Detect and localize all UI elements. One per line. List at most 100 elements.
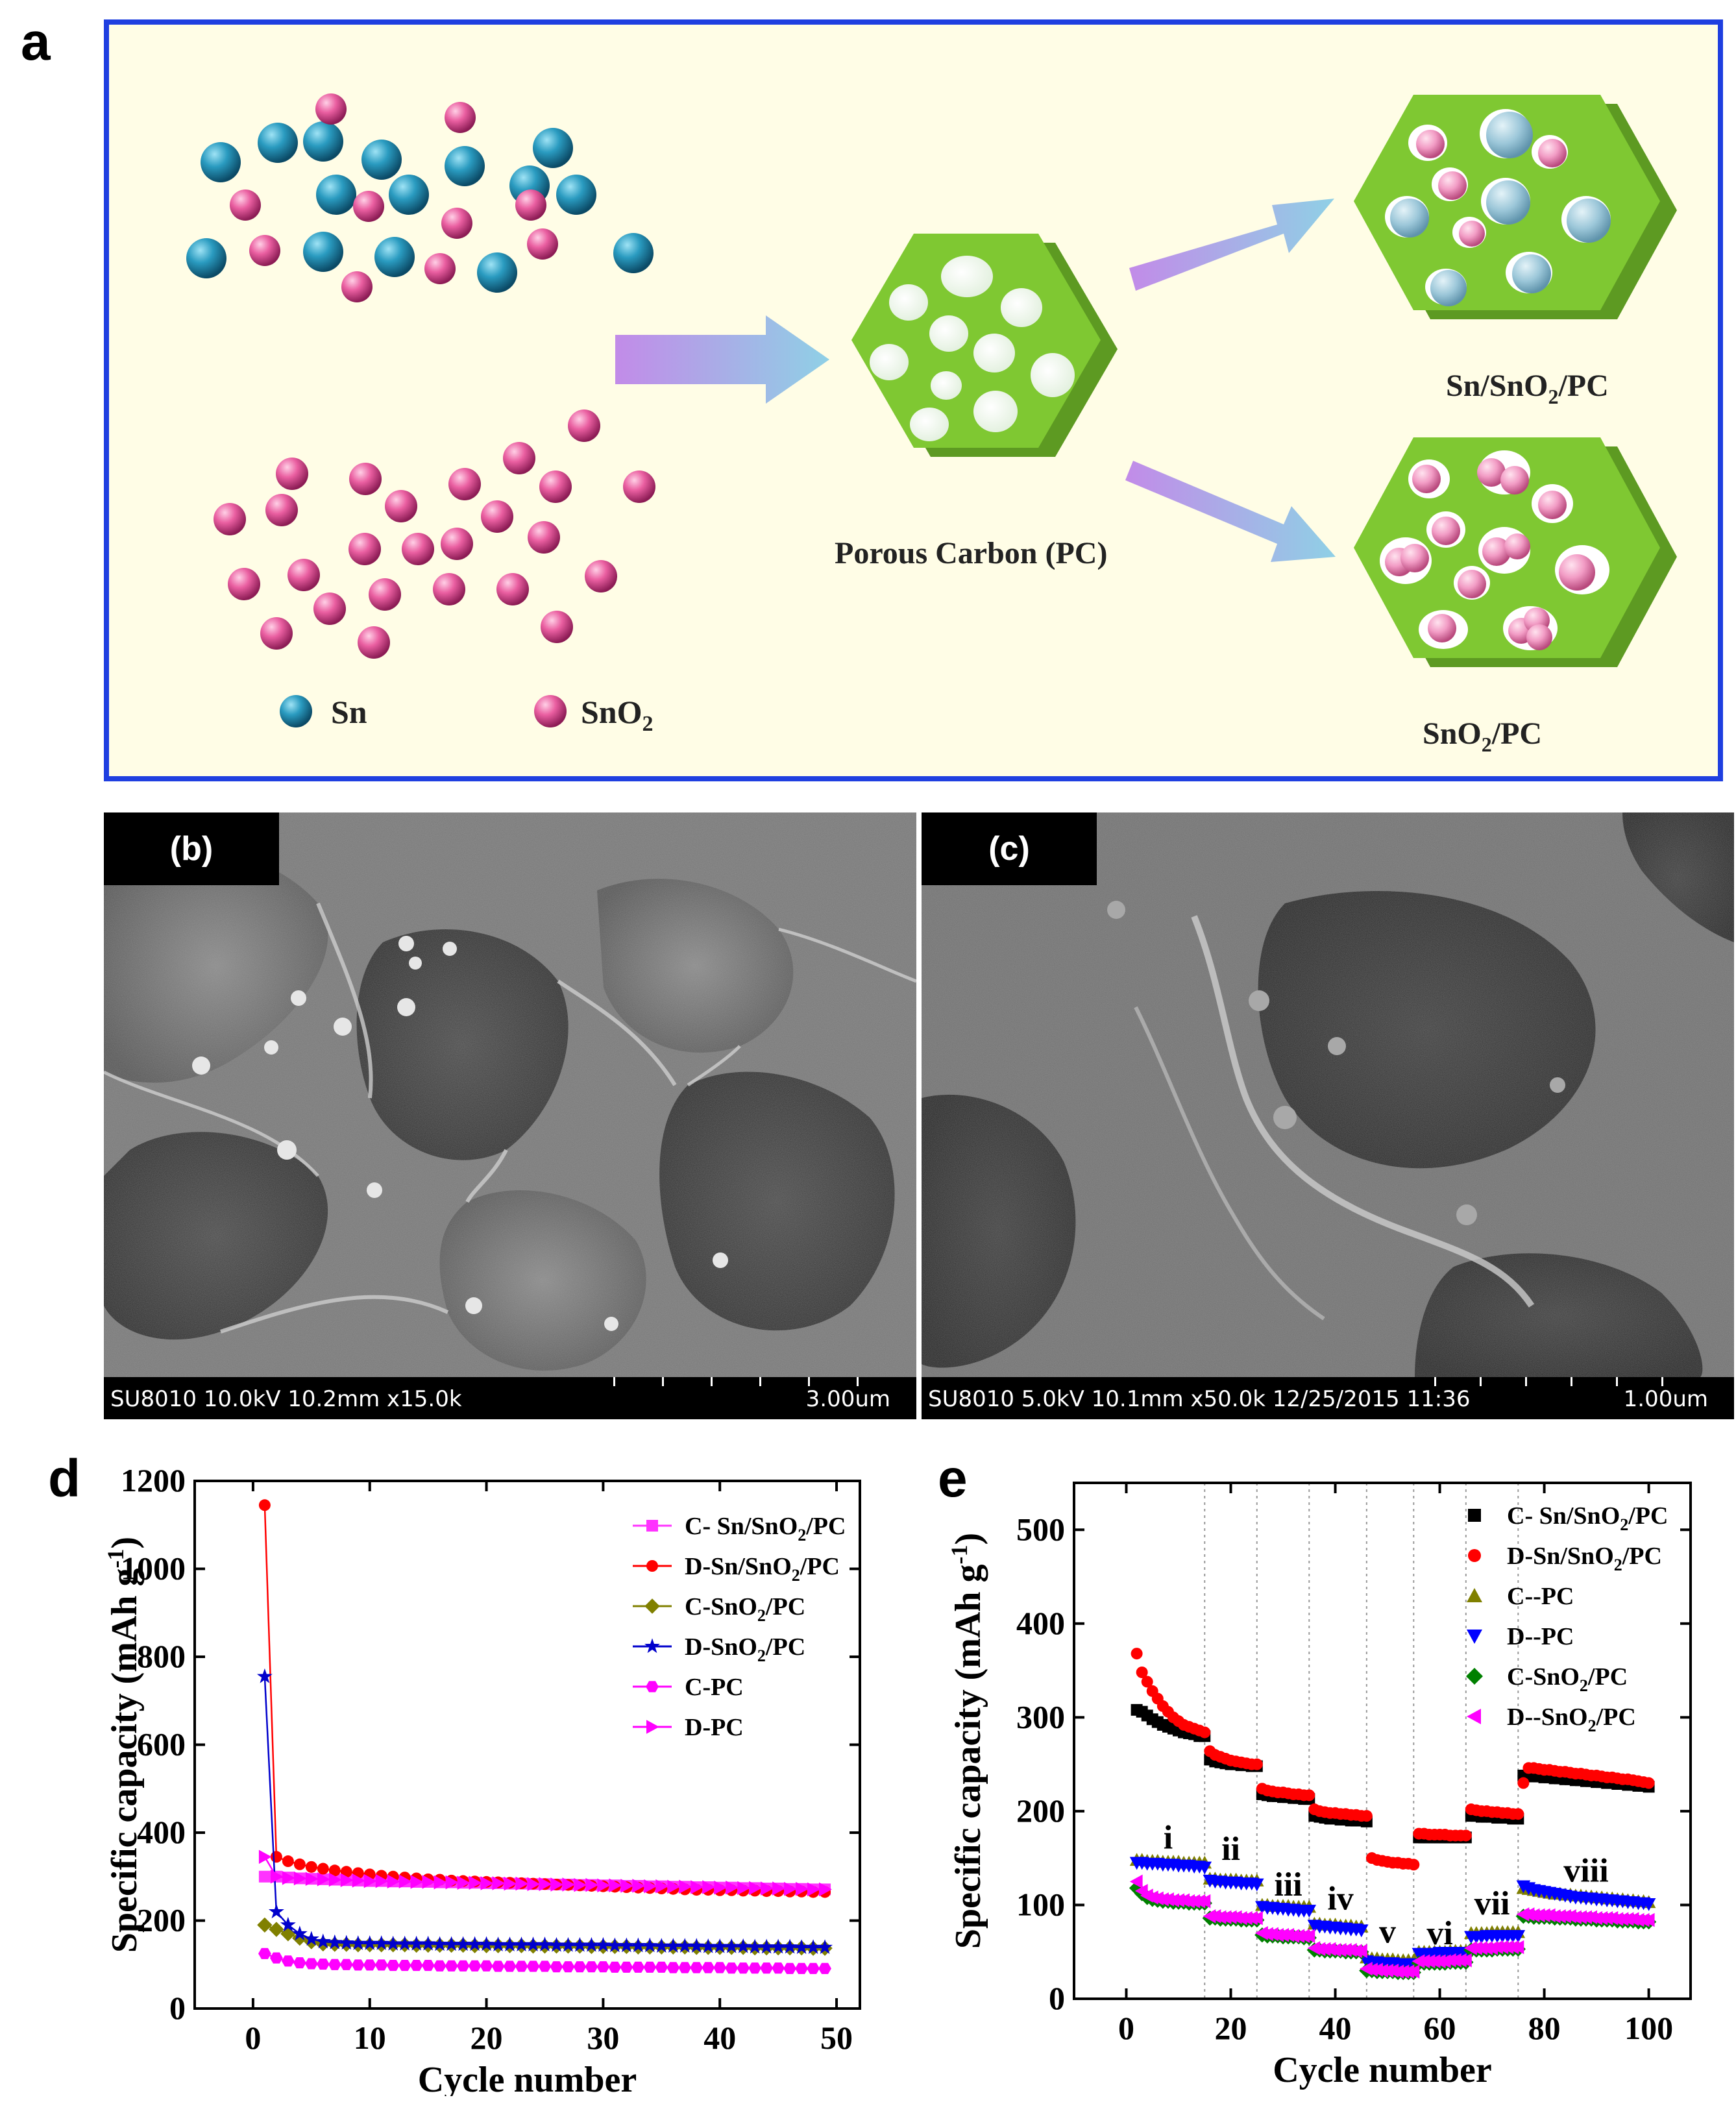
data-point xyxy=(1641,1912,1655,1927)
data-point xyxy=(1249,1911,1263,1925)
data-point xyxy=(1197,1861,1212,1875)
legend-label: D-PC xyxy=(685,1714,744,1741)
data-point xyxy=(665,1938,681,1953)
scale-tick xyxy=(1525,1377,1527,1386)
legend-label: C- Sn/SnO2/PC xyxy=(1507,1502,1668,1534)
data-point xyxy=(443,1936,459,1951)
data-point xyxy=(1437,1954,1451,1968)
data-point xyxy=(1265,1927,1278,1942)
data-point xyxy=(513,1936,530,1951)
annotation-label: vi xyxy=(1426,1915,1452,1952)
data-point xyxy=(258,1870,271,1883)
scale-tick xyxy=(857,1377,859,1386)
data-point xyxy=(305,1861,317,1873)
scale-tick xyxy=(808,1377,810,1386)
data-point xyxy=(748,1962,762,1974)
data-point xyxy=(1131,1648,1143,1660)
data-point xyxy=(725,1962,739,1974)
data-point xyxy=(761,1881,774,1896)
series-triangle-right xyxy=(258,1850,832,1897)
data-point xyxy=(539,1877,552,1892)
data-point xyxy=(1512,1808,1524,1820)
legend-marker xyxy=(1467,1588,1482,1602)
data-point xyxy=(700,1938,716,1953)
x-tick-label: 10 xyxy=(354,2020,386,2056)
data-point xyxy=(1641,1898,1656,1911)
panel-letter-a: a xyxy=(21,12,51,71)
legend-marker xyxy=(1466,1668,1483,1685)
data-point xyxy=(1511,1930,1526,1943)
data-point xyxy=(562,1877,576,1892)
data-point xyxy=(595,1936,611,1952)
legend-marker xyxy=(646,1720,659,1734)
data-point xyxy=(1626,1912,1639,1926)
x-tick-label: 30 xyxy=(587,2020,619,2056)
data-point xyxy=(689,1938,705,1953)
data-point xyxy=(1354,1924,1369,1938)
cycling-chart-d: 0 10 20 30 40 50 0 200 400 600 800 1000 1200 Cycle nu… xyxy=(103,1462,861,2096)
scale-tick xyxy=(613,1377,615,1386)
data-point xyxy=(338,1935,354,1950)
data-point xyxy=(795,1962,808,1974)
data-point xyxy=(737,1881,750,1896)
data-point xyxy=(1255,1926,1268,1940)
data-point xyxy=(724,1938,740,1953)
data-point xyxy=(480,1876,494,1890)
annotation-label: iii xyxy=(1274,1866,1302,1903)
y-axis-label: Specific capacity (mAh g-1) xyxy=(103,1537,145,1953)
data-point xyxy=(1542,1908,1556,1923)
data-point xyxy=(573,1961,587,1973)
data-point xyxy=(655,1879,669,1894)
data-point xyxy=(1485,1941,1498,1955)
scale-tick xyxy=(711,1377,713,1386)
panel-letter-d: d xyxy=(48,1449,81,1508)
data-point xyxy=(759,1938,775,1954)
data-point xyxy=(328,1864,341,1877)
data-point xyxy=(422,1875,435,1889)
y-tick-label: 200 xyxy=(1016,1792,1065,1829)
porous-carbon-label: Porous Carbon (PC) xyxy=(835,536,1107,570)
data-point xyxy=(352,1874,365,1888)
data-point xyxy=(515,1876,529,1891)
schematic-panel: Sn SnO2 Porous Carbon (PC) xyxy=(104,19,1723,781)
data-point xyxy=(1229,1910,1242,1925)
data-point xyxy=(526,1960,540,1972)
data-point xyxy=(305,1872,319,1886)
data-point xyxy=(1141,1676,1153,1688)
data-point xyxy=(491,1960,505,1972)
data-point xyxy=(760,1962,774,1974)
data-point xyxy=(421,1960,435,1972)
y-tick-label: 100 xyxy=(1016,1886,1065,1922)
data-point xyxy=(340,1866,352,1878)
data-point xyxy=(1197,1894,1211,1909)
arrow-to-sn-sno2 xyxy=(1129,199,1334,291)
x-tick-label: 40 xyxy=(703,2020,736,2056)
sno2-particles xyxy=(214,409,655,659)
data-point xyxy=(583,1936,600,1952)
annotation-label: vii xyxy=(1474,1885,1510,1922)
y-tick-label: 600 xyxy=(137,1726,186,1763)
data-point xyxy=(326,1934,343,1949)
data-point xyxy=(712,1938,728,1953)
y-tick-label: 200 xyxy=(137,1902,186,1938)
data-point xyxy=(467,1936,483,1951)
data-point xyxy=(818,1962,831,1974)
data-point xyxy=(737,1962,750,1974)
data-point xyxy=(270,1869,284,1884)
y-tick-label: 500 xyxy=(1016,1511,1065,1547)
data-point xyxy=(1370,1962,1383,1977)
data-point xyxy=(1199,1726,1211,1739)
x-axis-label: Cycle number xyxy=(1273,2050,1492,2090)
legend-marker xyxy=(644,1598,660,1614)
data-point xyxy=(315,1933,331,1949)
data-point xyxy=(747,1938,763,1954)
legend-label: C--PC xyxy=(1507,1583,1574,1610)
data-point xyxy=(691,1880,704,1894)
sno2-pc-hexagon xyxy=(1354,437,1677,667)
arrow-to-sno2 xyxy=(1125,461,1336,562)
data-point xyxy=(548,1936,565,1952)
data-point xyxy=(749,1881,762,1896)
legend-label: C-SnO2/PC xyxy=(1507,1663,1628,1695)
legend-marker xyxy=(1468,1549,1481,1562)
data-point xyxy=(618,1937,635,1953)
